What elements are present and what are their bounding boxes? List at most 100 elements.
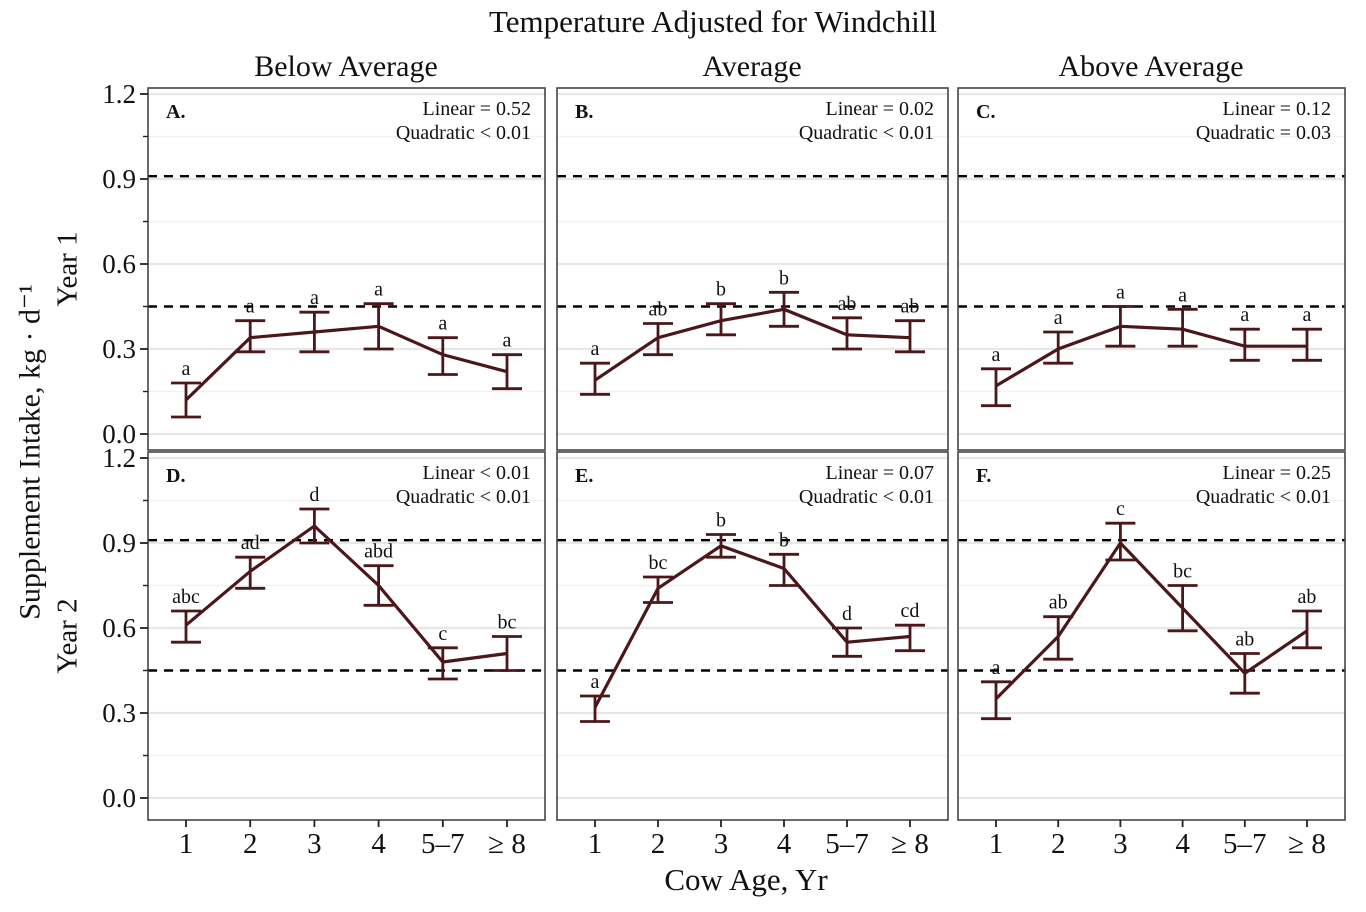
series-line xyxy=(594,307,911,382)
panel-letter: D. xyxy=(166,465,185,487)
y-tick-label: 0.0 xyxy=(102,419,136,449)
x-tick-label: 1 xyxy=(588,828,603,860)
panel-letter: A. xyxy=(166,101,185,123)
sig-letter: a xyxy=(992,344,1001,366)
stats-line: Linear = 0.02 xyxy=(826,98,934,120)
sig-letter: a xyxy=(374,279,383,301)
column-header-below-average: Below Average xyxy=(254,50,438,83)
stats-line: Quadratic < 0.01 xyxy=(1196,486,1331,508)
x-tick-label: 4 xyxy=(1175,828,1190,860)
x-tick-label: 3 xyxy=(307,828,322,860)
sig-letter: d xyxy=(309,484,319,506)
x-tick-label: ≥ 8 xyxy=(891,828,929,860)
sig-letter: c xyxy=(438,623,447,645)
x-tick-label: 5–7 xyxy=(825,828,869,860)
sig-letter: a xyxy=(246,296,255,318)
sig-letter: abc xyxy=(172,586,200,608)
stats-line: Linear = 0.25 xyxy=(1223,462,1331,484)
sig-letter: a xyxy=(591,338,600,360)
x-tick-label: 5–7 xyxy=(1223,828,1267,860)
chart-title: Temperature Adjusted for Windchill xyxy=(489,4,937,39)
sig-letter: c xyxy=(1116,498,1125,520)
sig-letter: a xyxy=(1303,304,1312,326)
x-tick-label: 3 xyxy=(714,828,729,860)
sig-letter: a xyxy=(182,358,191,380)
stats-line: Linear = 0.07 xyxy=(826,462,934,484)
sig-letter: ab xyxy=(901,296,920,318)
x-tick-label: 4 xyxy=(371,828,386,860)
stats-line: Quadratic = 0.03 xyxy=(1196,122,1331,144)
stats-line: Quadratic < 0.01 xyxy=(396,122,531,144)
x-tick-label: 1 xyxy=(179,828,194,860)
y-tick-label: 0.0 xyxy=(102,783,136,813)
column-header-average: Average xyxy=(702,50,802,83)
series-line xyxy=(994,540,1308,700)
stats-line: Quadratic < 0.01 xyxy=(799,122,934,144)
sig-letter: abd xyxy=(364,541,393,563)
stats-line: Quadratic < 0.01 xyxy=(396,486,531,508)
x-tick-label: 2 xyxy=(651,828,666,860)
sig-letter: a xyxy=(310,287,319,309)
sig-letter: b xyxy=(716,510,726,532)
y-tick-label: 0.9 xyxy=(102,164,136,194)
x-tick-label: 2 xyxy=(1051,828,1066,860)
series-line xyxy=(184,324,508,402)
sig-letter: ab xyxy=(838,293,857,315)
stats-line: Linear = 0.12 xyxy=(1223,98,1331,120)
x-tick-label: 3 xyxy=(1113,828,1128,860)
row-label-year-2: Year 2 xyxy=(51,598,84,674)
y-tick-label: 0.6 xyxy=(102,249,136,279)
series-line xyxy=(184,523,508,664)
sig-letter: a xyxy=(1116,282,1125,304)
sig-letter: ab xyxy=(1235,629,1254,651)
y-tick-label: 0.6 xyxy=(102,613,136,643)
sig-letter: a xyxy=(1178,284,1187,306)
row-label-year-1: Year 1 xyxy=(51,231,84,307)
panel-letter: E. xyxy=(575,465,593,487)
column-header-above-average: Above Average xyxy=(1058,50,1244,83)
sig-letter: cd xyxy=(901,600,920,622)
x-tick-label: ≥ 8 xyxy=(488,828,526,860)
y-axis-title: Supplement Intake, kg · d⁻¹ xyxy=(13,284,47,620)
series-line xyxy=(995,324,1307,388)
x-tick-label: 2 xyxy=(243,828,258,860)
sig-letter: a xyxy=(591,671,600,693)
sig-letter: b xyxy=(779,267,789,289)
stats-line: Linear < 0.01 xyxy=(423,462,531,484)
y-tick-label: 0.3 xyxy=(102,698,136,728)
x-tick-label: ≥ 8 xyxy=(1288,828,1326,860)
sig-letter: bc xyxy=(1173,561,1192,583)
sig-letter: a xyxy=(503,330,512,352)
y-tick-label: 0.9 xyxy=(102,528,136,558)
sig-letter: a xyxy=(1054,307,1063,329)
panel-letter: C. xyxy=(976,101,995,123)
sig-letter: d xyxy=(842,603,852,625)
panel-letter: B. xyxy=(575,101,593,123)
sig-letter: ab xyxy=(1049,592,1068,614)
y-tick-label: 1.2 xyxy=(102,443,136,473)
sig-letter: a xyxy=(438,313,447,335)
x-tick-label: 4 xyxy=(777,828,792,860)
sig-letter: a xyxy=(992,657,1001,679)
x-axis-title: Cow Age, Yr xyxy=(664,862,828,897)
stats-line: Quadratic < 0.01 xyxy=(799,486,934,508)
sig-letter: ad xyxy=(241,532,260,554)
series-line xyxy=(593,544,911,709)
panel-letter: F. xyxy=(976,465,991,487)
sig-letter: ab xyxy=(1298,586,1317,608)
sig-letter: ab xyxy=(649,299,668,321)
y-tick-label: 1.2 xyxy=(102,79,136,109)
x-tick-label: 5–7 xyxy=(421,828,465,860)
sig-letter: bc xyxy=(649,552,668,574)
sig-letter: a xyxy=(1240,304,1249,326)
stats-line: Linear = 0.52 xyxy=(423,98,531,120)
sig-letter: b xyxy=(779,529,789,551)
sig-letter: b xyxy=(716,279,726,301)
